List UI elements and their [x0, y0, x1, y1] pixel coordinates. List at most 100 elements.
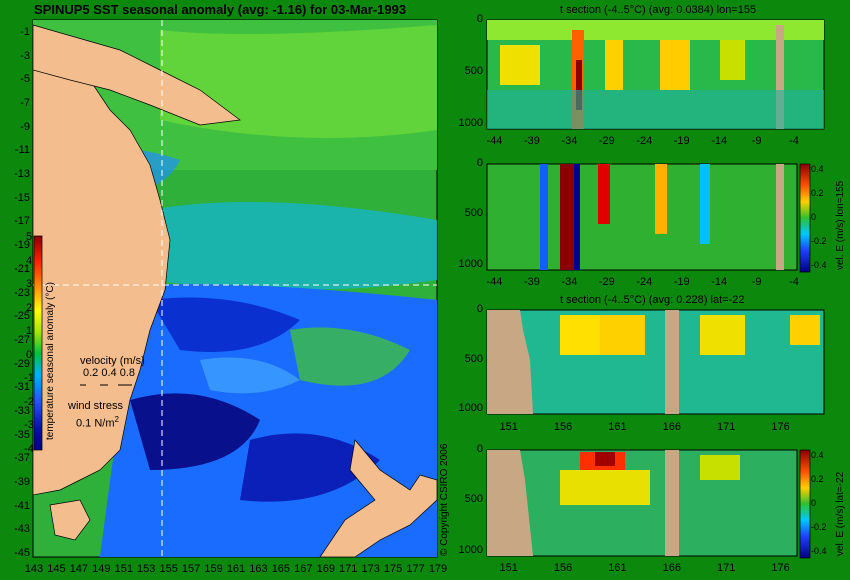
colorbar-tick-label: 3 [25, 278, 33, 291]
panel-xtick-label: -19 [673, 276, 690, 288]
map-ytick-label: -29 [14, 357, 30, 370]
panel-xtick-label: -19 [673, 135, 690, 147]
map-ytick-label: -13 [14, 168, 30, 181]
temperature-colorbar [33, 235, 43, 451]
panel-ytick-label: 0 [476, 157, 483, 169]
panel-xtick-label: -34 [561, 276, 578, 288]
velocity-colorbar-tick: -0.2 [811, 522, 827, 532]
velocity-colorbar-tick: 0.4 [811, 164, 824, 174]
panel-xtick-label: 176 [771, 421, 790, 433]
map-xtick-label: 175 [383, 563, 403, 575]
map-ytick-label: -39 [14, 475, 30, 488]
map-xtick-label: 149 [92, 563, 111, 575]
panel-xtick-label: 166 [662, 421, 681, 433]
colorbar-tick-label: 5 [25, 231, 33, 243]
panel-xtick-label: -9 [751, 276, 762, 288]
panel-xtick-label: -14 [711, 135, 728, 147]
panel3-title: t section (-4..5°C) (avg: 0.228) lat=-22 [560, 294, 745, 306]
panel-ytick-label: 500 [464, 207, 483, 220]
panel1-title: t section (-4..5°C) (avg: 0.0384) lon=15… [560, 4, 757, 16]
panel2-colorbar-label: vel. E (m/s) lon=155 [835, 180, 846, 270]
panel-xtick-label: -39 [523, 276, 540, 288]
map-ytick-label: -33 [14, 404, 30, 417]
map-ytick-label: -43 [14, 523, 30, 536]
map-xtick-label: 145 [47, 563, 66, 575]
panel-xtick-label: 156 [553, 562, 573, 574]
map-xtick-label: 171 [339, 563, 358, 575]
panel-xtick-label: 171 [716, 562, 736, 574]
map-ytick-label: -3 [20, 49, 30, 62]
copyright: © Copyright CSIRO 2006 [439, 443, 450, 556]
map-ytick-label: -11 [14, 144, 30, 157]
panel-xtick-label: -14 [711, 276, 728, 288]
panel-xtick-label: -24 [636, 135, 653, 147]
velocity-label: velocity (m/s) [80, 355, 145, 367]
panel-xtick-label: -29 [598, 276, 615, 288]
map-xtick-label: 165 [271, 563, 291, 575]
map-plot [32, 19, 438, 558]
panel-ytick-label: 1000 [458, 257, 483, 270]
panel-xtick-label: 151 [499, 562, 518, 574]
map-ytick-label: -5 [20, 73, 30, 86]
map-ytick-label: -15 [14, 191, 30, 204]
panel-xtick-label: -24 [636, 276, 653, 288]
panel-xtick-label: 171 [716, 421, 736, 433]
panel-ytick-label: 1000 [458, 402, 483, 415]
colorbar-tick-label: 0 [25, 348, 33, 361]
map-xtick-label: 155 [159, 563, 178, 575]
map-ytick-label: -21 [14, 262, 30, 275]
map-ytick-label: -19 [14, 239, 30, 252]
map-xtick-label: 159 [204, 563, 223, 575]
map-title: SPINUP5 SST seasonal anomaly (avg: -1.16… [34, 2, 407, 17]
velocity-scale: 0.2 0.4 0.8 [83, 367, 135, 379]
velocity-colorbar-tick: 0.4 [811, 450, 824, 460]
panel-ytick-label: 500 [464, 64, 483, 77]
map-ytick-label: -41 [14, 499, 30, 512]
map-ytick-label: -45 [14, 547, 30, 559]
panel-xtick-label: 151 [499, 421, 518, 433]
map-xtick-label: 157 [181, 563, 201, 575]
panel-xtick-label: 176 [771, 562, 790, 574]
panel-xtick-label: -44 [486, 135, 503, 147]
panel-xtick-label: 166 [662, 562, 681, 574]
map-ytick-label: -37 [14, 452, 30, 465]
panel-xtick-label: -4 [789, 135, 799, 147]
map-xtick-label: 179 [428, 563, 448, 575]
velocity-colorbar-tick: -0.4 [811, 546, 827, 556]
map-xtick-label: 177 [406, 563, 425, 575]
panel-xtick-label: -9 [751, 135, 762, 147]
map-xtick-label: 167 [294, 563, 313, 575]
map-ytick-label: -7 [20, 97, 30, 110]
colorbar-tick-label: 2 [25, 301, 33, 314]
map-ytick-label: -1 [20, 26, 30, 38]
panel-xtick-label: 161 [608, 421, 627, 433]
panel-ytick-label: 1000 [458, 116, 483, 129]
velocity-colorbar-tick: -0.2 [811, 236, 827, 246]
colorbar-tick-label: -3 [24, 419, 34, 432]
velocity-colorbar-tick: -0.4 [811, 260, 827, 270]
panel-xtick-label: -39 [523, 135, 540, 147]
panel-xtick-label: -4 [789, 276, 799, 288]
panel-xtick-label: -44 [486, 276, 503, 288]
wind-stress-label: wind stress [68, 400, 124, 412]
colorbar-tick-label: 4 [25, 254, 33, 267]
temperature-colorbar-label: temperature seasonal anomaly (°C) [45, 282, 56, 440]
map-xtick-label: 147 [69, 563, 89, 575]
colorbar-tick-label: -4 [24, 443, 34, 455]
map-xtick-label: 163 [249, 563, 268, 575]
panel-ytick-label: 0 [476, 443, 483, 455]
panel-ytick-label: 500 [464, 493, 483, 506]
map-ytick-label: -35 [14, 428, 30, 441]
map-ytick-label: -31 [14, 381, 30, 394]
panel-ytick-label: 1000 [458, 543, 483, 556]
panel-xtick-label: 156 [553, 421, 573, 433]
map-ytick-label: -9 [20, 120, 30, 133]
panel-xtick-label: -29 [598, 135, 615, 147]
velocity-colorbar-tick: 0.2 [811, 188, 824, 198]
velocity-colorbar-tick: 0 [811, 498, 817, 508]
map-xtick-label: 151 [114, 563, 133, 575]
velocity-colorbar-tick: 0.2 [811, 474, 824, 484]
colorbar-tick-label: -1 [24, 372, 34, 385]
panel-xtick-label: 161 [608, 562, 627, 574]
wind-stress-scale: 0.1 N/m2 [76, 415, 119, 430]
